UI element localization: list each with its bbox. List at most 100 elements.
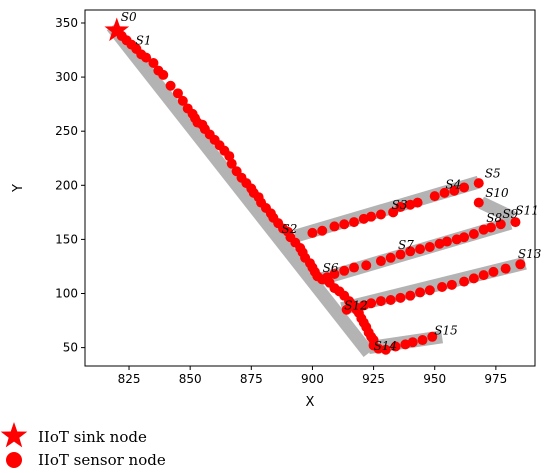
sensor-node-point bbox=[349, 217, 360, 228]
sensor-node-point bbox=[468, 228, 479, 239]
node-label: S11 bbox=[515, 204, 539, 218]
sensor-node-point bbox=[415, 287, 426, 298]
sensor-node-point bbox=[429, 191, 440, 202]
sensor-node-point bbox=[473, 178, 484, 189]
node-label: S10 bbox=[485, 186, 509, 200]
sensor-node-point bbox=[307, 227, 318, 238]
y-tick-label: 150 bbox=[55, 232, 78, 246]
node-label: S9 bbox=[502, 207, 518, 221]
sensor-node-point bbox=[500, 263, 511, 274]
sensor-node-point bbox=[473, 197, 484, 208]
sensor-node-point bbox=[177, 95, 188, 106]
sensor-node-point bbox=[459, 182, 470, 193]
sensor-node-point bbox=[375, 256, 386, 267]
sensor-node-point bbox=[424, 285, 435, 296]
sensor-node-point bbox=[488, 266, 499, 277]
sensor-node-point bbox=[165, 80, 176, 91]
plot-frame bbox=[84, 9, 536, 367]
y-tick-label: 50 bbox=[63, 341, 78, 355]
sensor-node-point bbox=[329, 221, 340, 232]
sensor-node-point bbox=[366, 298, 377, 309]
y-tick-label: 300 bbox=[55, 70, 78, 84]
x-axis: 825 850 875 900 925 950 975 bbox=[118, 366, 507, 386]
sink-node-star bbox=[104, 17, 130, 42]
sensor-node-point bbox=[468, 273, 479, 284]
x-tick-label: 900 bbox=[301, 372, 324, 386]
node-label: S6 bbox=[323, 261, 339, 275]
node-label: S14 bbox=[374, 339, 398, 353]
sensor-node-point bbox=[395, 201, 406, 212]
sensor-node-point bbox=[380, 344, 391, 355]
sensor-node-point bbox=[424, 241, 435, 252]
sensor-node-point bbox=[441, 236, 452, 247]
sensor-node-point bbox=[224, 151, 235, 162]
node-label: S1 bbox=[136, 34, 152, 48]
y-tick-label: 250 bbox=[55, 124, 78, 138]
sensor-node-point bbox=[339, 219, 350, 230]
sensor-node-point bbox=[375, 209, 386, 220]
legend-circle-icon bbox=[6, 452, 22, 468]
node-label: S12 bbox=[344, 299, 368, 313]
node-label: S15 bbox=[434, 324, 458, 338]
sensor-node-point bbox=[439, 187, 450, 198]
sensor-node-point bbox=[459, 232, 470, 243]
x-tick-label: 950 bbox=[423, 372, 446, 386]
sensor-node-point bbox=[478, 270, 489, 281]
node-label: S13 bbox=[518, 247, 542, 261]
label-layer: S0 S1 S2 S3 S4 S5 S6 S7 S8 S9 S10 S11 S12 S13 S14 S15 bbox=[121, 10, 542, 353]
corridor-segment bbox=[478, 196, 516, 224]
sensor-node-point bbox=[407, 337, 418, 348]
sensor-node-point bbox=[485, 222, 496, 233]
node-label: S8 bbox=[486, 211, 502, 225]
sensor-node-point bbox=[373, 343, 384, 354]
sensor-node-point bbox=[349, 262, 360, 273]
sensor-node-point bbox=[395, 249, 406, 260]
node-label: S0 bbox=[121, 10, 137, 24]
sensor-node-point bbox=[341, 304, 352, 315]
sensor-node-point bbox=[375, 296, 386, 307]
node-label: S3 bbox=[392, 198, 408, 212]
sensor-node-point bbox=[495, 219, 506, 230]
legend-label: IIoT sink node bbox=[38, 428, 147, 446]
y-axis-label: Y bbox=[11, 184, 26, 193]
sensor-node-point bbox=[417, 335, 428, 346]
sensor-node-point bbox=[459, 276, 470, 287]
node-layer bbox=[104, 17, 526, 355]
sensor-node-point bbox=[446, 279, 457, 290]
sensor-node-point bbox=[415, 244, 426, 255]
sensor-node-point bbox=[385, 252, 396, 263]
x-tick-label: 850 bbox=[179, 372, 202, 386]
sensor-node-point bbox=[158, 69, 169, 80]
legend-label: IIoT sensor node bbox=[38, 451, 166, 469]
sensor-node-point bbox=[366, 211, 377, 222]
sensor-node-point bbox=[390, 341, 401, 352]
x-axis-label: X bbox=[306, 395, 315, 410]
sensor-node-point bbox=[427, 331, 438, 342]
sensor-node-point bbox=[388, 207, 399, 218]
sensor-node-point bbox=[405, 290, 416, 301]
sensor-node-point bbox=[437, 282, 448, 293]
sensor-node-point bbox=[510, 217, 521, 228]
sensor-node-point bbox=[412, 197, 423, 208]
y-tick-label: 200 bbox=[55, 178, 78, 192]
sensor-node-point bbox=[172, 88, 183, 99]
sensor-node-point bbox=[405, 246, 416, 257]
legend-star-icon bbox=[0, 422, 28, 448]
sensor-node-point bbox=[141, 52, 152, 63]
y-tick-label: 100 bbox=[55, 287, 78, 301]
sensor-node-point bbox=[339, 265, 350, 276]
node-label: S2 bbox=[282, 222, 298, 236]
sensor-node-point bbox=[226, 158, 237, 169]
x-tick-label: 875 bbox=[240, 372, 263, 386]
x-tick-label: 825 bbox=[118, 372, 141, 386]
sensor-node-point bbox=[449, 185, 460, 196]
x-tick-label: 975 bbox=[484, 372, 507, 386]
sensor-node-point bbox=[361, 260, 372, 271]
sensor-node-point bbox=[329, 269, 340, 280]
y-axis: 50 100 150 200 250 300 350 bbox=[55, 16, 85, 355]
sensor-node-point bbox=[395, 292, 406, 303]
sensor-node-point bbox=[317, 225, 328, 236]
y-tick-label: 350 bbox=[55, 16, 78, 30]
node-label: S5 bbox=[485, 167, 501, 181]
